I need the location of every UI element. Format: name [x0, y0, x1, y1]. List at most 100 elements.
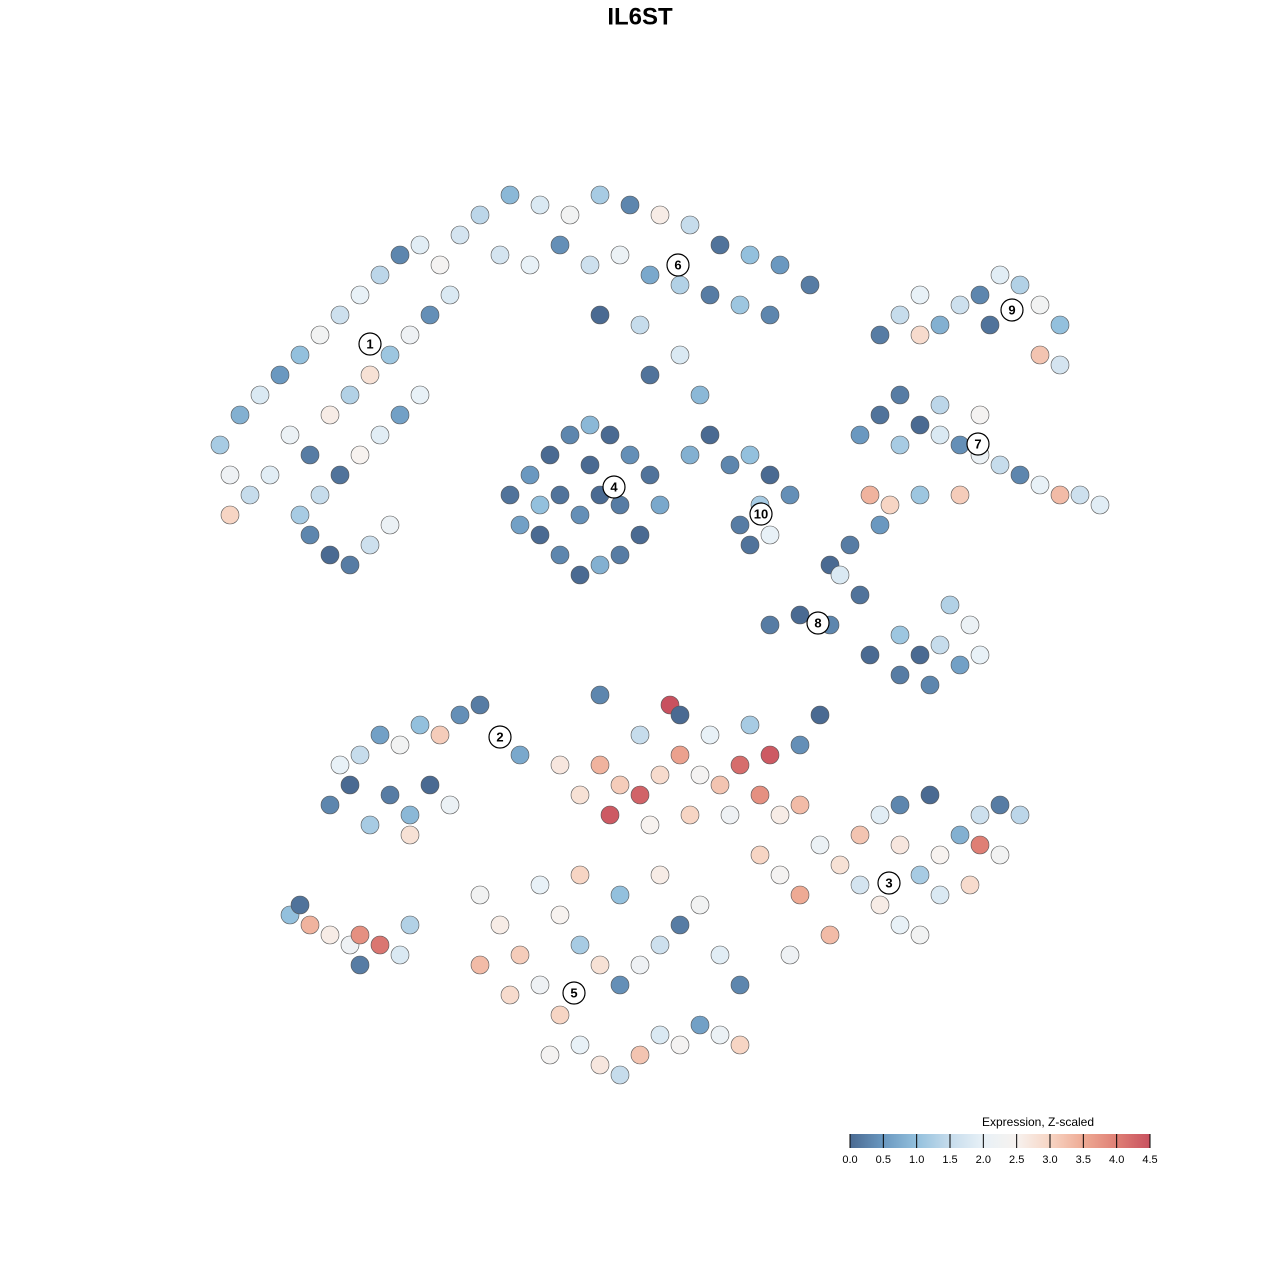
- point: [580, 455, 600, 475]
- point: [910, 415, 930, 435]
- cluster-marker: [749, 502, 773, 526]
- point: [730, 1035, 750, 1055]
- point: [390, 405, 410, 425]
- point: [870, 805, 890, 825]
- point: [350, 285, 370, 305]
- point: [930, 425, 950, 445]
- point: [890, 835, 910, 855]
- point: [570, 785, 590, 805]
- point: [990, 845, 1010, 865]
- point: [590, 685, 610, 705]
- point: [550, 755, 570, 775]
- point: [870, 325, 890, 345]
- point: [760, 615, 780, 635]
- point: [780, 945, 800, 965]
- cluster-label: 3: [885, 875, 892, 890]
- point: [760, 525, 780, 545]
- colorbar-tick-label: 3.5: [1076, 1154, 1091, 1166]
- colorbar-tick-label: 2.5: [1009, 1154, 1024, 1166]
- point: [1050, 315, 1070, 335]
- point: [470, 885, 490, 905]
- point: [770, 255, 790, 275]
- point: [640, 365, 660, 385]
- cluster-marker: [602, 475, 626, 499]
- point: [930, 315, 950, 335]
- point: [710, 1025, 730, 1045]
- point: [290, 895, 310, 915]
- point: [690, 765, 710, 785]
- point: [390, 735, 410, 755]
- point: [330, 305, 350, 325]
- point: [440, 285, 460, 305]
- point: [390, 245, 410, 265]
- point: [530, 495, 550, 515]
- point: [230, 405, 250, 425]
- point: [710, 775, 730, 795]
- point: [470, 205, 490, 225]
- point: [360, 815, 380, 835]
- point: [670, 915, 690, 935]
- point: [610, 245, 630, 265]
- point: [380, 515, 400, 535]
- colorbar-tick-label: 4.5: [1142, 1154, 1157, 1166]
- colorbar-tick-label: 4.0: [1109, 1154, 1124, 1166]
- point: [1070, 485, 1090, 505]
- point: [510, 515, 530, 535]
- point: [570, 565, 590, 585]
- point: [430, 725, 450, 745]
- point: [730, 515, 750, 535]
- point: [920, 675, 940, 695]
- point: [310, 325, 330, 345]
- point: [740, 245, 760, 265]
- point: [930, 395, 950, 415]
- chart-title: IL6ST: [607, 3, 673, 30]
- point: [560, 205, 580, 225]
- point: [370, 935, 390, 955]
- cluster-label: 8: [814, 615, 821, 630]
- point: [1010, 465, 1030, 485]
- point: [890, 665, 910, 685]
- point: [590, 555, 610, 575]
- point: [890, 625, 910, 645]
- point: [220, 465, 240, 485]
- point: [730, 755, 750, 775]
- point: [840, 535, 860, 555]
- point: [620, 445, 640, 465]
- point: [410, 235, 430, 255]
- point: [570, 1035, 590, 1055]
- point: [380, 785, 400, 805]
- point: [220, 505, 240, 525]
- point: [350, 745, 370, 765]
- point: [530, 975, 550, 995]
- point: [370, 725, 390, 745]
- point: [1010, 275, 1030, 295]
- point: [300, 915, 320, 935]
- cluster-marker: [666, 253, 690, 277]
- point: [670, 345, 690, 365]
- point: [950, 825, 970, 845]
- cluster-label: 4: [610, 479, 618, 494]
- point: [400, 915, 420, 935]
- point: [540, 1045, 560, 1065]
- point: [470, 695, 490, 715]
- point: [550, 235, 570, 255]
- point: [410, 385, 430, 405]
- point: [980, 315, 1000, 335]
- point: [910, 485, 930, 505]
- point: [370, 425, 390, 445]
- point: [730, 975, 750, 995]
- point: [680, 215, 700, 235]
- point: [360, 365, 380, 385]
- point: [860, 485, 880, 505]
- point: [350, 445, 370, 465]
- point: [400, 825, 420, 845]
- point: [340, 385, 360, 405]
- point: [620, 195, 640, 215]
- point: [680, 805, 700, 825]
- point: [850, 585, 870, 605]
- point: [750, 785, 770, 805]
- point: [700, 725, 720, 745]
- point: [330, 755, 350, 775]
- point: [1050, 485, 1070, 505]
- point: [970, 405, 990, 425]
